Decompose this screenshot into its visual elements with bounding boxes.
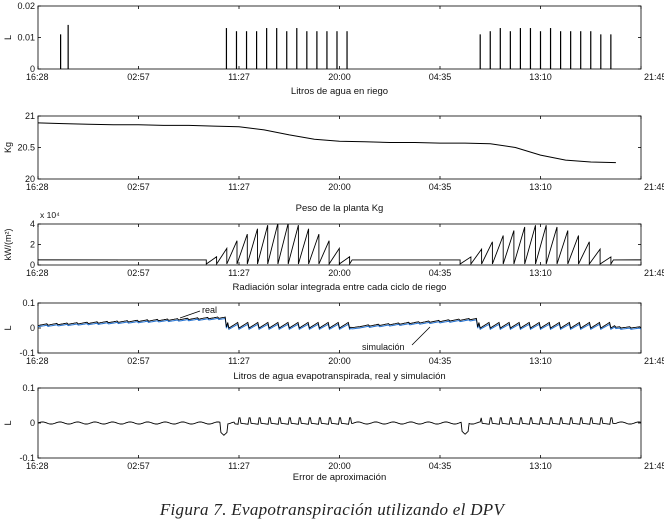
y-tick-label: 0.1	[22, 383, 35, 393]
y-tick-label: 0.01	[17, 33, 35, 43]
series-line	[38, 122, 616, 164]
x-tick-label: 11:27	[228, 461, 250, 471]
x-tick-label: 16:28	[26, 356, 49, 366]
plot-area	[60, 24, 612, 69]
plot-area	[38, 224, 641, 265]
figure-caption: Figura 7. Evapotranspiración utilizando …	[159, 500, 505, 519]
annotation-simulacion: simulación	[362, 342, 405, 352]
x-tick-label: 11:27	[228, 72, 250, 82]
x-tick-label: 21:45	[644, 268, 664, 278]
y-axis-label: kW/(m²)	[3, 229, 13, 261]
x-tick-label: 02:57	[127, 72, 150, 82]
x-axis-label: Radiación solar integrada entre cada cic…	[233, 282, 447, 293]
y-tick-label: 0.1	[22, 298, 35, 308]
y-tick-label: 0.02	[17, 1, 35, 11]
y-tick-label: 0	[30, 64, 35, 74]
x-tick-label: 16:28	[26, 461, 49, 471]
x-tick-label: 02:57	[127, 268, 150, 278]
x-tick-label: 11:27	[228, 182, 250, 192]
x-tick-label: 20:00	[328, 72, 351, 82]
x-tick-label: 11:27	[228, 356, 250, 366]
x-tick-label: 02:57	[127, 356, 150, 366]
x-tick-label: 16:28	[26, 72, 49, 82]
y-tick-label: 0	[30, 323, 35, 333]
x-tick-label: 13:10	[529, 268, 552, 278]
x-tick-label: 13:10	[529, 72, 552, 82]
plot-frame	[37, 387, 642, 459]
x-axis-label: Error de aproximación	[293, 472, 386, 483]
y-tick-label: -0.1	[19, 348, 35, 358]
y-tick-label: 21	[25, 111, 35, 121]
y-tick-label: -0.1	[19, 453, 35, 463]
plot-area	[38, 417, 641, 436]
exponent-label: x 10⁴	[40, 210, 60, 220]
series-line	[38, 417, 641, 436]
chart-radiacion: 16:28 02:57 11:27 20:00 04:35 13:10 21:45 0 2 4 kW…	[3, 210, 664, 293]
x-tick-label: 20:00	[328, 182, 351, 192]
x-tick-label: 16:28	[26, 268, 49, 278]
x-tick-label: 21:45	[644, 72, 664, 82]
y-tick-label: 0	[30, 418, 35, 428]
x-tick-label: 16:28	[26, 182, 49, 192]
y-axis-label: L	[3, 325, 13, 330]
series-simulacion	[38, 317, 641, 331]
y-axis-label: L	[3, 420, 13, 425]
annotation-arrow	[411, 326, 431, 346]
x-tick-label: 04:35	[429, 182, 452, 192]
annotation-real: real	[202, 305, 217, 315]
y-tick-label: 0	[30, 260, 35, 270]
plot-area	[38, 122, 616, 164]
series-real	[38, 316, 641, 329]
y-tick-label: 2	[30, 240, 35, 250]
y-axis-label: Kg	[3, 142, 13, 153]
x-tick-label: 04:35	[429, 72, 452, 82]
x-tick-label: 21:45	[644, 356, 664, 366]
series-line	[38, 224, 641, 265]
x-tick-label: 04:35	[429, 356, 452, 366]
y-tick-label: 4	[30, 219, 35, 229]
chart-evapotranspiracion: 16:28 02:57 11:27 20:00 04:35 13:10 21:45 -0.1 0…	[3, 298, 664, 382]
y-axis-label: L	[3, 35, 13, 40]
x-axis-label: Litros de agua en riego	[291, 86, 388, 97]
x-tick-label: 20:00	[328, 356, 351, 366]
x-tick-label: 02:57	[127, 182, 150, 192]
y-tick-label: 20	[25, 174, 35, 184]
x-axis-label: Litros de agua evapotranspirada, real y …	[233, 371, 445, 382]
x-tick-label: 13:10	[529, 461, 552, 471]
x-tick-label: 04:35	[429, 268, 452, 278]
annotation-arrow	[179, 310, 201, 319]
chart-peso: 16:28 02:57 11:27 20:00 04:35 13:10 21:45 20 20.…	[3, 111, 664, 214]
x-tick-label: 13:10	[529, 182, 552, 192]
x-tick-label: 04:35	[429, 461, 452, 471]
x-tick-label: 21:45	[644, 461, 664, 471]
chart-riego: 16:28 02:57 11:27 20:00 04:35 13:10 21:45 0 0.01…	[3, 1, 664, 97]
chart-error: 16:28 02:57 11:27 20:00 04:35 13:10 21:45 -0.1 0…	[3, 383, 664, 483]
x-tick-label: 13:10	[529, 356, 552, 366]
plot-area	[38, 316, 641, 331]
x-tick-label: 11:27	[228, 268, 250, 278]
plot-frame	[37, 115, 642, 180]
x-tick-label: 20:00	[328, 461, 351, 471]
y-tick-label: 20.5	[17, 143, 35, 153]
x-tick-label: 02:57	[127, 461, 150, 471]
x-tick-label: 20:00	[328, 268, 351, 278]
x-tick-label: 21:45	[644, 182, 664, 192]
x-axis-label: Peso de la planta Kg	[296, 203, 384, 214]
